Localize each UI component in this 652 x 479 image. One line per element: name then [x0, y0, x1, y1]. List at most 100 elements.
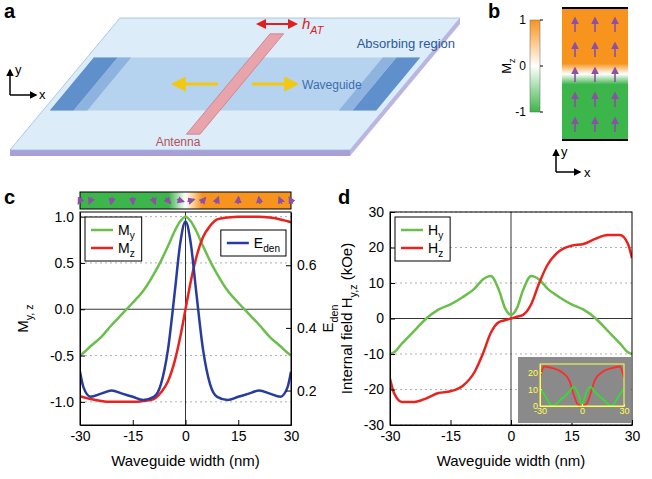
tick-mark	[390, 212, 395, 213]
tick-label: 10	[368, 275, 384, 291]
tick-mark	[238, 420, 239, 425]
axis-label: x	[584, 165, 591, 180]
spin-arrow	[614, 68, 616, 82]
text-part: Waveguide width (nm)	[437, 452, 586, 469]
text-part: H	[428, 240, 438, 256]
colorbar-label: Mz	[499, 58, 517, 74]
legend: Eden	[221, 230, 286, 256]
text-part: H	[338, 297, 355, 308]
spin-arrow	[187, 199, 194, 201]
x-axis-title: Waveguide width (nm)	[437, 452, 586, 469]
text-part: E	[319, 323, 336, 333]
colorbar-tick	[540, 20, 543, 21]
spin-arrow	[614, 93, 616, 107]
y-axis: 0 10 20	[528, 365, 542, 412]
tick: 0.6	[286, 257, 317, 273]
tick-label: 30	[368, 204, 384, 220]
spin-arrow	[614, 118, 616, 132]
text-part: E	[254, 235, 263, 251]
wave-arrow	[252, 83, 296, 86]
tick: 0	[533, 401, 542, 411]
spin-arrow	[216, 197, 219, 204]
tick-mark	[632, 420, 633, 425]
tick-mark	[451, 420, 452, 425]
tick-label: -1.0	[50, 394, 74, 410]
absorbing-region	[74, 58, 132, 111]
series-line	[390, 276, 632, 354]
spin-arrow	[614, 43, 616, 57]
axis-arrow	[10, 94, 36, 96]
chart: -3003001020	[518, 357, 631, 423]
text-part: h	[302, 15, 310, 32]
tick-label: 30	[625, 428, 641, 444]
colorbar-tick	[540, 66, 543, 67]
tick: 0.0	[55, 301, 85, 317]
plot-area	[80, 217, 291, 402]
legend-swatch	[401, 229, 423, 232]
legend-label: Hy	[428, 222, 444, 241]
tick-label: 0	[533, 401, 538, 411]
tick: 30	[619, 404, 629, 416]
spin-arrow	[594, 68, 596, 82]
text-part: y	[561, 144, 568, 159]
tick: 0	[580, 404, 585, 416]
tick-label: 0.4	[297, 320, 317, 336]
legend-swatch	[91, 247, 113, 250]
tick-label: 10	[528, 385, 538, 395]
text-part: c	[4, 186, 15, 208]
tick: 0.2	[286, 383, 317, 399]
legend-box	[221, 230, 286, 256]
text-part: M	[118, 222, 130, 238]
x-axis-title: Waveguide width (nm)	[111, 452, 260, 469]
y2-axis-title: Eden	[319, 304, 340, 332]
axis-arrow	[556, 171, 580, 173]
tick-label: 0	[508, 428, 516, 444]
tick-label: 30	[619, 406, 629, 416]
tick-mark	[390, 425, 395, 426]
text-part: Absorbing region	[357, 36, 455, 51]
tick-label: 15	[564, 428, 580, 444]
plot-area	[540, 367, 624, 406]
tick-label: 0.6	[297, 257, 317, 273]
legend: MyMz	[85, 217, 142, 261]
spin-arrow	[201, 198, 206, 203]
spin-arrow	[78, 197, 81, 203]
spin-arrow	[594, 118, 596, 132]
tick: 15	[564, 420, 580, 444]
axis-arrow	[555, 150, 557, 172]
spin-arrow	[574, 118, 576, 132]
absorbing-label: Absorbing region	[357, 36, 455, 51]
tick-label: -30	[70, 428, 90, 444]
series-line	[80, 217, 291, 356]
edge-line	[562, 139, 628, 141]
legend-label: My	[118, 222, 136, 241]
spin-arrow	[614, 18, 616, 32]
tick: -0.5	[50, 348, 85, 364]
text-part: z	[438, 248, 443, 259]
substrate-edge	[10, 150, 350, 156]
text-part: AT	[309, 24, 324, 36]
tick-mark	[80, 309, 85, 310]
tick-label: -15	[441, 428, 461, 444]
figure: hATAbsorbing regionWaveguideAntennayxa10…	[0, 0, 652, 479]
tick: -15	[441, 420, 461, 444]
spin-arrow	[594, 18, 596, 32]
tick: 10	[528, 385, 542, 395]
tick-label: 20	[368, 239, 384, 255]
panel-b: 10-1Mzyxb	[488, 0, 628, 180]
magnetization-strip	[78, 192, 292, 209]
tick-mark	[390, 248, 395, 249]
tick-label: 20	[528, 368, 538, 378]
text-part: (kOe)	[338, 243, 355, 285]
plot-frame	[540, 364, 624, 406]
series-line	[540, 387, 624, 406]
tick-label: -0.5	[50, 348, 74, 364]
text-part: b	[488, 0, 500, 22]
spin-arrow	[594, 93, 596, 107]
y2-axis-line	[291, 213, 292, 426]
tick: 20	[528, 368, 542, 378]
x-axis: -30-1501530	[70, 420, 299, 444]
tick-mark	[80, 217, 85, 218]
tick: 0	[182, 420, 190, 444]
text-part: M	[499, 63, 514, 74]
